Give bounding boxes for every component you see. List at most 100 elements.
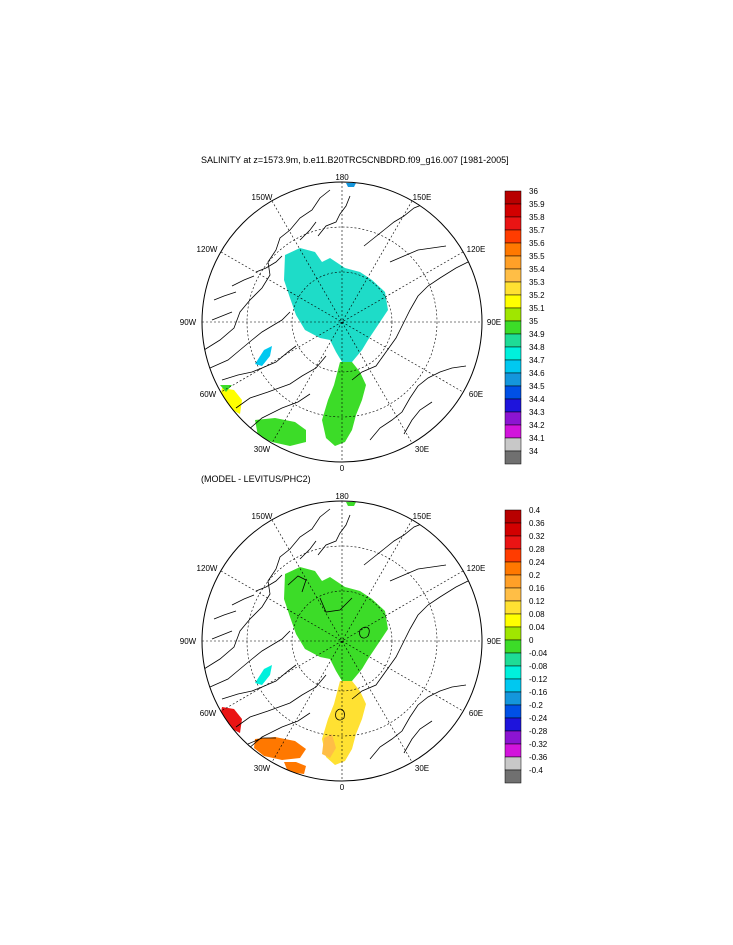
map-title-salinity: SALINITY at z=1573.9m, b.e11.B20TRC5CNBD…	[201, 155, 509, 165]
difference-colorbar-swatch-10	[504, 639, 522, 654]
lon-label-180: 180	[335, 173, 349, 182]
salinity-colorbar-label-3: 35.7	[529, 226, 545, 235]
salinity-colorbar-swatch-19	[504, 437, 522, 452]
salinity-field	[202, 182, 482, 462]
salinity-colorbar-swatch-14	[504, 372, 522, 387]
lon-label-150w: 150W	[252, 512, 273, 521]
difference-colorbar-swatch-3	[504, 548, 522, 563]
salinity-colorbar-swatch-11	[504, 333, 522, 348]
difference-colorbar-swatch-11	[504, 652, 522, 667]
difference-colorbar-label-16: -0.24	[529, 714, 548, 723]
difference-colorbar-label-6: 0.16	[529, 584, 545, 593]
lon-label-30e: 30E	[415, 445, 429, 454]
field-60w-green	[220, 385, 232, 392]
contours-bottom	[247, 575, 370, 745]
salinity-colorbar-label-8: 35.2	[529, 291, 545, 300]
difference-colorbar-label-3: 0.28	[529, 545, 545, 554]
salinity-colorbar-swatch-5	[504, 255, 522, 270]
salinity-colorbar-swatch-3	[504, 229, 522, 244]
difference-colorbar-label-8: 0.08	[529, 610, 545, 619]
diff-arctic-basin	[284, 567, 388, 681]
salinity-colorbar-swatch-20	[504, 450, 522, 465]
difference-colorbar-label-11: -0.04	[529, 649, 548, 658]
salinity-colorbar-label-14: 34.6	[529, 369, 545, 378]
lon-label-120w: 120W	[197, 564, 218, 573]
salinity-colorbar-swatch-15	[504, 385, 522, 400]
salinity-colorbar-label-13: 34.7	[529, 356, 545, 365]
diff-baffin	[255, 665, 272, 685]
salinity-colorbar-label-11: 34.9	[529, 330, 545, 339]
salinity-colorbar-swatch-18	[504, 424, 522, 439]
salinity-colorbar-label-15: 34.5	[529, 382, 545, 391]
salinity-colorbar-swatch-6	[504, 268, 522, 283]
colorbar-salinity: 36 35.9 35.8 35.7 35.6 35.5 35.4 35.3 35.2 35.1 35…	[504, 187, 545, 465]
lon-label-150e: 150E	[413, 193, 432, 202]
map-title-difference: (MODEL - LEVITUS/PHC2)	[201, 474, 311, 484]
difference-colorbar-swatch-2	[504, 535, 522, 550]
salinity-colorbar-swatch-12	[504, 346, 522, 361]
field-labrador	[255, 418, 306, 446]
salinity-colorbar-label-4: 35.6	[529, 239, 545, 248]
difference-colorbar-swatch-19	[504, 756, 522, 771]
salinity-colorbar-label-17: 34.3	[529, 408, 545, 417]
difference-colorbar-label-15: -0.2	[529, 701, 543, 710]
diff-30w-south	[284, 762, 306, 774]
salinity-colorbar-swatch-7	[504, 281, 522, 296]
salinity-colorbar-swatch-0	[504, 190, 522, 205]
salinity-colorbar-label-16: 34.4	[529, 395, 545, 404]
difference-colorbar-swatch-14	[504, 691, 522, 706]
salinity-colorbar-label-20: 34	[529, 447, 538, 456]
lon-label-0: 0	[340, 464, 345, 473]
salinity-map: 180 150W 150E 120W 120E 90W 90E 60W 60E …	[180, 173, 545, 473]
salinity-colorbar-swatch-8	[504, 294, 522, 309]
lon-label-30w: 30W	[254, 445, 271, 454]
difference-colorbar-label-14: -0.16	[529, 688, 548, 697]
difference-colorbar-label-20: -0.4	[529, 766, 543, 775]
salinity-colorbar-label-9: 35.1	[529, 304, 545, 313]
salinity-colorbar-swatch-13	[504, 359, 522, 374]
difference-colorbar-label-19: -0.36	[529, 753, 548, 762]
difference-colorbar-label-5: 0.2	[529, 571, 541, 580]
diff-30w	[254, 737, 306, 760]
difference-colorbar-swatch-0	[504, 509, 522, 524]
difference-colorbar-label-10: 0	[529, 636, 534, 645]
salinity-colorbar-label-12: 34.8	[529, 343, 545, 352]
map-boundary-top	[201, 181, 483, 463]
graticule-bottom	[202, 501, 482, 781]
graticule-top	[202, 182, 482, 462]
difference-colorbar-swatch-12	[504, 665, 522, 680]
diff-nordic-inner	[322, 734, 336, 758]
lon-label-150w: 150W	[252, 193, 273, 202]
lon-label-90w: 90W	[180, 637, 197, 646]
difference-colorbar-swatch-15	[504, 704, 522, 719]
difference-colorbar-swatch-1	[504, 522, 522, 537]
lon-label-60e: 60E	[469, 709, 483, 718]
difference-colorbar-swatch-16	[504, 717, 522, 732]
longitude-labels-bottom: 180 150W 150E 120W 120E 90W 90E 60W 60E …	[180, 492, 501, 792]
lon-label-120e: 120E	[467, 245, 486, 254]
difference-colorbar-swatch-7	[504, 600, 522, 615]
longitude-labels-top: 180 150W 150E 120W 120E 90W 90E 60W 60E …	[180, 173, 501, 473]
lon-label-180: 180	[335, 492, 349, 501]
lon-label-90e: 90E	[487, 637, 501, 646]
field-nordic-seas	[322, 362, 366, 446]
field-180-patch	[346, 183, 356, 187]
difference-colorbar-label-12: -0.08	[529, 662, 548, 671]
diff-180-patch	[346, 502, 356, 506]
salinity-colorbar-swatch-1	[504, 203, 522, 218]
lon-label-90e: 90E	[487, 318, 501, 327]
difference-colorbar-label-9: 0.04	[529, 623, 545, 632]
difference-colorbar-swatch-20	[504, 769, 522, 784]
colorbar-difference: 0.4 0.36 0.32 0.28 0.24 0.2 0.16 0.12 0.08 0.04 0 -…	[504, 506, 548, 784]
salinity-colorbar-label-10: 35	[529, 317, 538, 326]
lon-label-90w: 90W	[180, 318, 197, 327]
lon-label-60w: 60W	[200, 390, 217, 399]
difference-colorbar-label-18: -0.32	[529, 740, 548, 749]
salinity-colorbar-swatch-10	[504, 320, 522, 335]
salinity-colorbar-label-5: 35.5	[529, 252, 545, 261]
lon-label-30w: 30W	[254, 764, 271, 773]
difference-colorbar-label-7: 0.12	[529, 597, 545, 606]
lon-label-0: 0	[340, 783, 345, 792]
difference-colorbar-label-2: 0.32	[529, 532, 545, 541]
